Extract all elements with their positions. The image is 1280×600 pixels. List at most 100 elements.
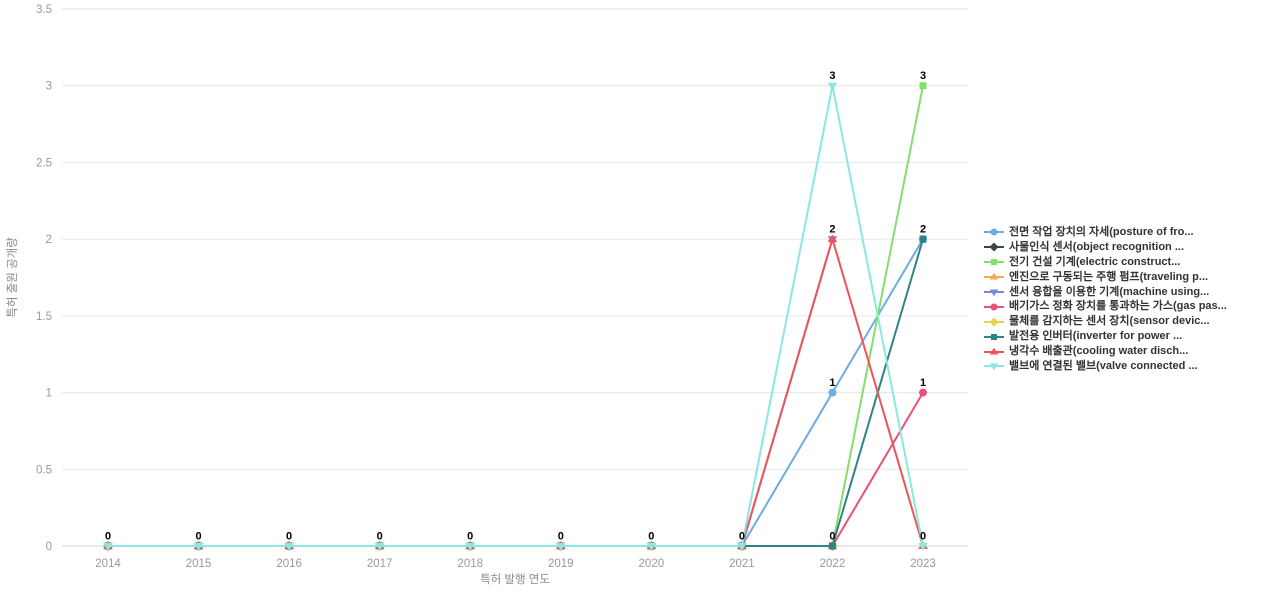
legend-triangle-down-icon (984, 363, 1004, 371)
series-4 (103, 236, 838, 551)
x-tick-label: 2022 (820, 558, 846, 570)
data-point-square-icon (919, 82, 927, 90)
legend-item-label: 센서 융합을 이용한 기계(machine using... (1009, 285, 1210, 298)
legend-triangle-up-icon (984, 347, 1004, 355)
legend-item-0[interactable]: 전면 작업 장치의 자세(posture of fro... (984, 225, 1227, 240)
data-point-triangle-up-icon (827, 234, 838, 243)
x-tick-label: 2019 (548, 558, 574, 570)
legend-marker-icon (989, 317, 999, 327)
legend-marker-icon (990, 303, 998, 311)
y-tick-label: 1.5 (36, 311, 52, 323)
data-label: 0 (558, 531, 564, 543)
legend-circle-icon (984, 228, 1004, 236)
data-point-triangle-down-icon (193, 543, 204, 551)
legend-item-label: 전면 작업 장치의 자세(posture of fro... (1009, 226, 1194, 238)
legend-item-label: 발전용 인버터(inverter for power ... (1009, 330, 1183, 343)
series-9 (103, 82, 928, 551)
legend-item-6[interactable]: 물체를 감지하는 센서 장치(sensor devic... (984, 314, 1227, 329)
legend-item-label: 배기가스 정화 장치를 통과하는 가스(gas pas... (1009, 300, 1227, 313)
x-tick-label: 2016 (276, 558, 302, 570)
y-tick-label: 2.5 (36, 157, 52, 169)
data-point-circle-icon (828, 388, 837, 397)
legend-diamond-icon (984, 242, 1004, 252)
legend-marker-icon (991, 333, 997, 340)
data-point-triangle-down-icon (374, 543, 385, 551)
legend-item-label: 밸브에 연결된 밸브(valve connected ... (1009, 360, 1198, 373)
legend-item-4[interactable]: 센서 융합을 이용한 기계(machine using... (984, 285, 1227, 300)
data-point-circle-icon (919, 388, 928, 397)
x-tick-label: 2014 (95, 558, 121, 570)
legend-item-1[interactable]: 사물인식 센서(object recognition ... (984, 240, 1227, 255)
y-tick-label: 3.5 (36, 4, 52, 16)
data-label: 0 (829, 531, 835, 543)
legend-marker-icon (989, 242, 999, 252)
legend-square-icon (984, 259, 1004, 266)
y-tick-label: 3 (46, 81, 52, 93)
legend-marker-icon (989, 272, 999, 280)
data-label: 0 (648, 531, 654, 543)
y-tick-label: 1 (46, 388, 52, 400)
legend-item-7[interactable]: 발전용 인버터(inverter for power ... (984, 329, 1227, 344)
data-point-triangle-down-icon (918, 543, 928, 551)
data-label: 0 (920, 531, 926, 543)
legend-item-9[interactable]: 밸브에 연결된 밸브(valve connected ... (984, 359, 1227, 374)
data-label: 0 (467, 531, 473, 543)
x-tick-label: 2023 (910, 558, 936, 570)
legend-diamond-icon (984, 317, 1004, 327)
legend-marker-icon (990, 228, 998, 236)
x-tick-label: 2017 (367, 558, 393, 570)
data-label: 3 (829, 70, 835, 82)
legend-square-icon (984, 333, 1004, 340)
x-axis-tick-labels: 2014 2015 2016 2017 2018 2019 2020 2021 2022 2023 (95, 558, 936, 570)
legend-item-2[interactable]: 전기 건설 기계(electric construct... (984, 255, 1227, 270)
legend-marker-icon (989, 289, 999, 297)
legend-triangle-up-icon (984, 272, 1004, 280)
data-point-triangle-down-icon (103, 543, 113, 551)
legend-item-label: 사물인식 센서(object recognition ... (1009, 240, 1185, 253)
series-8 (103, 234, 928, 549)
data-label: 2 (920, 224, 926, 236)
legend-item-5[interactable]: 배기가스 정화 장치를 통과하는 가스(gas pas... (984, 299, 1227, 314)
y-tick-label: 0 (46, 541, 52, 553)
legend-marker-icon (991, 259, 997, 266)
data-point-triangle-down-icon (465, 543, 476, 551)
x-axis-title: 특허 발행 연도 (480, 573, 550, 586)
y-axis-tick-labels: 0 0.5 1 1.5 2 2.5 3 3.5 (36, 4, 52, 553)
x-tick-label: 2021 (729, 558, 755, 570)
y-tick-label: 2 (46, 234, 52, 246)
data-label: 0 (286, 531, 292, 543)
legend-item-3[interactable]: 엔진으로 구동되는 주행 펌프(traveling p... (984, 270, 1227, 285)
legend-marker-icon (989, 363, 999, 371)
x-tick-label: 2018 (457, 558, 483, 570)
data-label: 0 (105, 531, 111, 543)
y-tick-label: 0.5 (36, 464, 52, 476)
data-labels: 0 0 0 0 0 0 0 0 1 2 0 3 2 1 0 3 (105, 70, 926, 542)
data-point-triangle-down-icon (737, 543, 747, 551)
data-label: 3 (920, 70, 926, 82)
legend-item-label: 냉각수 배출관(cooling water disch... (1009, 345, 1189, 358)
data-label: 0 (377, 531, 383, 543)
data-point-square-icon (919, 235, 927, 243)
legend-item-label: 엔진으로 구동되는 주행 펌프(traveling p... (1009, 270, 1209, 283)
legend-circle-icon (984, 303, 1004, 311)
data-point-triangle-down-icon (827, 82, 838, 91)
data-label: 1 (829, 377, 835, 389)
legend-item-label: 물체를 감지하는 센서 장치(sensor devic... (1009, 315, 1210, 328)
y-axis-title: 특허 출원 공개량 (5, 237, 19, 318)
legend-triangle-down-icon (984, 289, 1004, 297)
legend-item-8[interactable]: 냉각수 배출관(cooling water disch... (984, 344, 1227, 359)
data-point-triangle-down-icon (646, 543, 657, 551)
x-tick-label: 2015 (186, 558, 212, 570)
data-point-square-icon (828, 542, 836, 550)
data-label: 0 (195, 531, 201, 543)
legend: 전면 작업 장치의 자세(posture of fro... 사물인식 센서(ob… (984, 225, 1227, 374)
series-line (107, 84, 925, 547)
data-point-triangle-down-icon (555, 543, 566, 551)
legend-item-label: 전기 건설 기계(electric construct... (1009, 255, 1181, 268)
legend-marker-icon (989, 347, 999, 355)
data-label: 2 (829, 224, 835, 236)
data-point-triangle-down-icon (284, 543, 294, 551)
data-label: 0 (739, 531, 745, 543)
